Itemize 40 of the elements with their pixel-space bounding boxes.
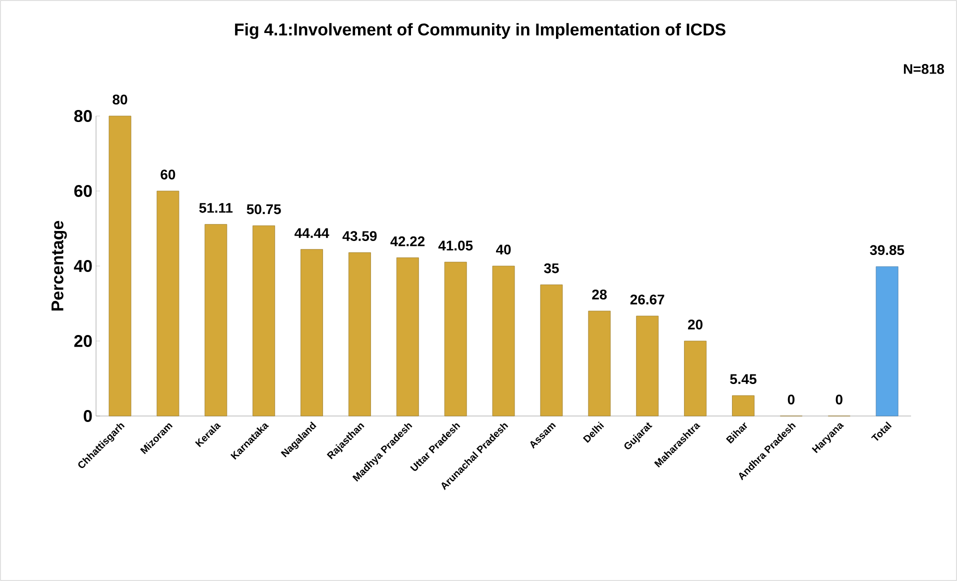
data-label: 26.67 bbox=[630, 294, 664, 304]
bar bbox=[492, 266, 515, 416]
bar bbox=[588, 310, 611, 416]
data-label: 42.22 bbox=[390, 236, 425, 246]
data-label: 51.11 bbox=[199, 203, 233, 213]
data-label: 60 bbox=[160, 170, 176, 180]
bar bbox=[348, 252, 371, 416]
bar bbox=[540, 284, 563, 416]
y-tick-label: 60 bbox=[74, 185, 92, 197]
bar bbox=[732, 395, 754, 416]
data-label: 20 bbox=[688, 320, 702, 330]
bar bbox=[396, 257, 419, 416]
data-label: 80 bbox=[112, 94, 128, 104]
bar bbox=[300, 249, 323, 416]
data-label: 5.45 bbox=[730, 374, 756, 384]
data-label: 50.75 bbox=[246, 204, 281, 214]
y-axis-title: Percentage bbox=[52, 220, 67, 311]
data-label: 0 bbox=[836, 394, 842, 404]
bar bbox=[108, 116, 132, 416]
bar bbox=[204, 224, 228, 416]
data-label: 35 bbox=[544, 263, 559, 274]
bar bbox=[444, 262, 467, 416]
y-tick-label: 80 bbox=[74, 110, 92, 122]
y-tick-label: 40 bbox=[74, 260, 92, 272]
y-tick-label: 20 bbox=[74, 335, 92, 347]
y-tick-label: 0 bbox=[84, 410, 92, 422]
bar bbox=[876, 266, 898, 416]
data-label: 28 bbox=[592, 290, 607, 300]
data-label: 39.85 bbox=[870, 245, 904, 256]
data-label: 0 bbox=[788, 394, 794, 404]
text: N=818 bbox=[904, 64, 944, 74]
data-label: 44.44 bbox=[294, 228, 330, 238]
data-label: 41.05 bbox=[438, 240, 473, 251]
chart-title: Fig 4.1:Involvement of Community in Implementation of ICDS bbox=[235, 23, 726, 39]
bar bbox=[684, 340, 706, 416]
bar bbox=[156, 190, 180, 416]
data-label: 43.59 bbox=[342, 231, 377, 242]
data-label: 40 bbox=[496, 244, 511, 254]
bar bbox=[636, 316, 659, 416]
bar bbox=[252, 225, 276, 416]
